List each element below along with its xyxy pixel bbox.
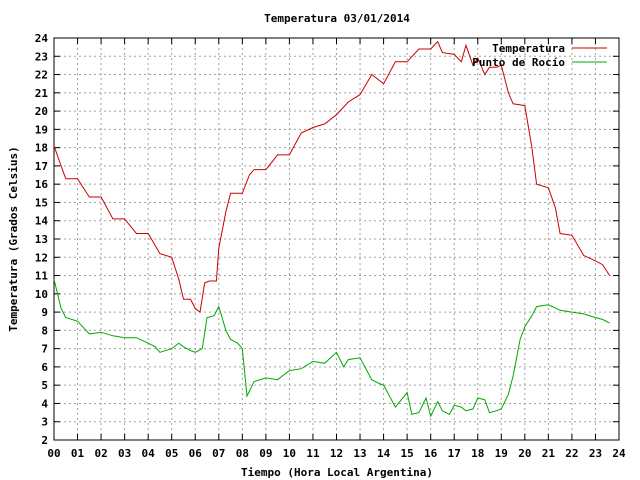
x-tick-label: 16 [424,447,438,460]
y-tick-label: 8 [41,324,48,337]
y-tick-label: 6 [41,361,48,374]
x-tick-label: 08 [236,447,249,460]
x-tick-label: 18 [471,447,484,460]
y-tick-label: 5 [41,379,48,392]
x-tick-label: 24 [612,447,626,460]
grid-lines [54,38,619,440]
x-tick-label: 09 [259,447,272,460]
y-tick-label: 18 [35,142,48,155]
x-tick-label: 14 [377,447,391,460]
legend-label-punto-de-rocio: Punto de Rocío [472,56,565,69]
y-tick-label: 3 [41,416,48,429]
x-tick-label: 02 [94,447,107,460]
x-tick-label: 10 [283,447,296,460]
series-line-punto-de-rocio [53,279,610,418]
x-tick-label: 21 [542,447,556,460]
y-tick-label: 15 [35,196,48,209]
y-tick-label: 14 [35,215,49,228]
y-tick-label: 20 [35,105,48,118]
x-tick-label: 23 [589,447,602,460]
y-tick-label: 24 [35,32,49,45]
y-tick-label: 10 [35,288,48,301]
y-tick-label: 23 [35,50,48,63]
y-axis-label: Temperatura (Grados Celsius) [7,146,20,331]
y-tick-label: 9 [41,306,48,319]
x-tick-label: 11 [306,447,320,460]
x-axis-label: Tiempo (Hora Local Argentina) [241,466,433,479]
x-tick-label: 01 [71,447,85,460]
chart-title: Temperatura 03/01/2014 [264,12,410,25]
x-tick-label: 07 [212,447,225,460]
legend-label-temperatura: Temperatura [492,42,565,55]
x-tick-label: 04 [142,447,156,460]
y-tick-label: 7 [41,343,48,356]
x-tick-label: 15 [401,447,414,460]
y-tick-label: 2 [41,434,48,447]
x-tick-label: 17 [448,447,461,460]
y-tick-label: 12 [35,251,48,264]
y-tick-label: 22 [35,69,48,82]
x-tick-label: 06 [189,447,203,460]
x-tick-label: 20 [518,447,531,460]
x-tick-label: 22 [565,447,578,460]
x-tick-label: 12 [330,447,343,460]
y-tick-label: 13 [35,233,48,246]
series-group [53,40,611,418]
y-tick-label: 16 [35,178,49,191]
axis-ticks: 2345678910111213141516171819202122232400… [35,32,626,460]
x-tick-label: 19 [495,447,508,460]
y-tick-label: 4 [41,397,48,410]
y-tick-label: 17 [35,160,48,173]
legend: Temperatura Punto de Rocío [472,42,607,69]
y-tick-label: 11 [35,270,49,283]
x-tick-label: 00 [47,447,60,460]
x-tick-label: 03 [118,447,131,460]
y-tick-label: 19 [35,123,48,136]
x-tick-label: 05 [165,447,178,460]
series-line-temperatura [53,40,611,314]
y-tick-label: 21 [35,87,49,100]
x-tick-label: 13 [353,447,366,460]
